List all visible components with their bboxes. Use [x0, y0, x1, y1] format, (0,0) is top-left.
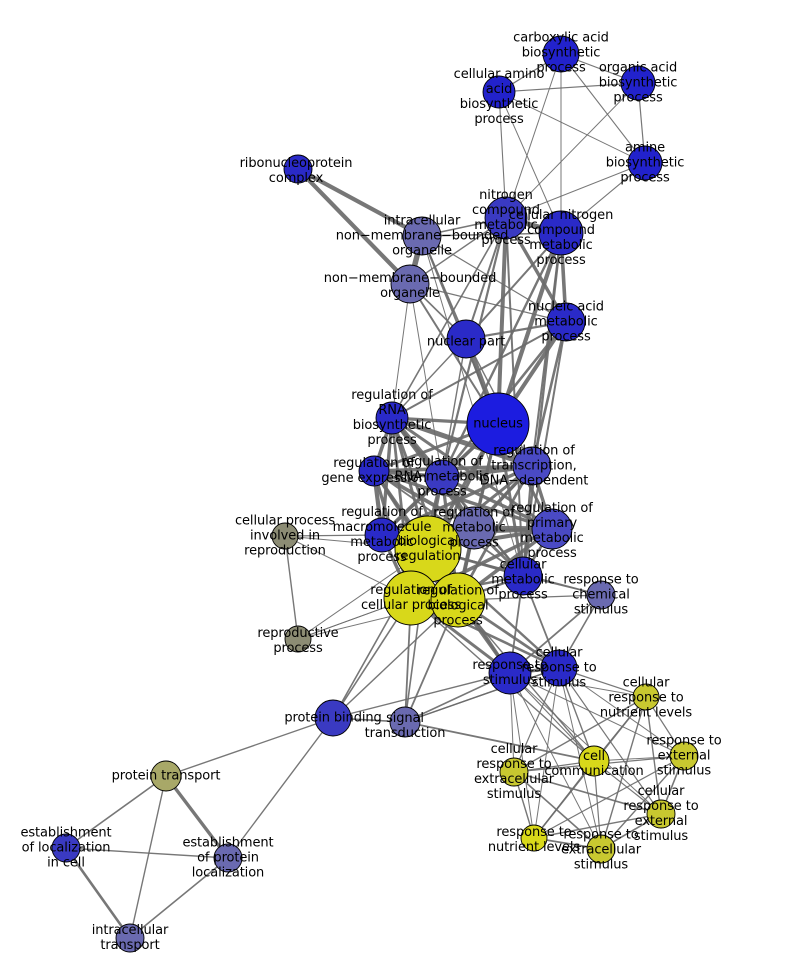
graph-edge: [513, 696, 647, 773]
graph-edge: [165, 717, 334, 777]
graph-node-regulation_of_cellular_process[interactable]: [383, 570, 439, 626]
graph-edge: [509, 672, 685, 757]
graph-node-regulation_of_transcription_dna_dependent[interactable]: [512, 446, 552, 486]
node-layer: [51, 35, 699, 953]
graph-edge: [509, 672, 602, 850]
graph-edge: [513, 667, 560, 773]
graph-edge: [600, 755, 685, 850]
graph-edge: [409, 283, 567, 323]
graph-edge: [498, 91, 646, 164]
graph-edge: [295, 166, 425, 239]
graph-edge: [533, 755, 685, 839]
graph-node-cell_communication[interactable]: [578, 745, 610, 777]
graph-node-intracellular_transport[interactable]: [115, 923, 145, 953]
graph-edge: [513, 771, 602, 850]
graph-edge: [498, 82, 639, 93]
graph-node-cellular_response_to_external_stimulus[interactable]: [646, 799, 676, 829]
graph-edge: [332, 672, 511, 719]
graph-edge: [421, 232, 562, 237]
graph-node-nucleus[interactable]: [466, 392, 530, 456]
graph-edge: [332, 599, 459, 719]
graph-edge: [404, 667, 560, 723]
graph-edge: [509, 672, 535, 839]
graph-edge: [530, 320, 568, 468]
graph-edge: [513, 771, 662, 815]
graph-edge: [496, 216, 508, 426]
graph-node-organic_acid_biosynthetic_process[interactable]: [620, 65, 656, 101]
graph-edge: [129, 775, 167, 939]
graph-edge: [645, 696, 662, 815]
graph-edge: [558, 667, 685, 757]
graph-node-cellular_response_to_nutrient_levels[interactable]: [632, 683, 660, 711]
graph-node-response_to_chemical_stimulus[interactable]: [586, 580, 616, 610]
edge-layer: [64, 53, 685, 940]
graph-node-cellular_amino_acid_biosynthetic_process[interactable]: [482, 75, 516, 109]
graph-node-nuclear_part[interactable]: [446, 319, 486, 359]
graph-node-non_membrane_bounded_organelle[interactable]: [390, 264, 430, 304]
graph-node-response_to_stimulus[interactable]: [488, 651, 532, 695]
graph-node-cellular_response_to_extracellular_stimulus[interactable]: [499, 757, 529, 787]
graph-edge: [505, 82, 639, 219]
graph-node-response_to_extracellular_stimulus[interactable]: [586, 834, 616, 864]
graph-edge: [533, 760, 595, 839]
graph-edge: [409, 283, 443, 478]
graph-edge: [421, 235, 567, 323]
graph-node-cellular_nitrogen_compound_metabolic_process[interactable]: [538, 210, 584, 256]
graph-node-response_to_nutrient_levels[interactable]: [520, 824, 548, 852]
graph-node-signal_transduction[interactable]: [389, 706, 421, 738]
graph-edge: [65, 775, 167, 849]
graph-node-cellular_metabolic_process[interactable]: [503, 556, 543, 596]
graph-node-cellular_response_to_stimulus[interactable]: [540, 649, 578, 687]
graph-node-regulation_of_primary_metabolic_process[interactable]: [531, 508, 573, 550]
graph-edge: [533, 813, 662, 839]
graph-node-protein_transport[interactable]: [150, 760, 182, 792]
graph-node-carboxylic_acid_biosynthetic_process[interactable]: [542, 35, 580, 73]
graph-edge: [164, 774, 230, 860]
graph-node-regulation_of_rna_biosynthetic_process[interactable]: [375, 401, 409, 435]
graph-edge: [560, 53, 646, 164]
graph-edge: [65, 847, 229, 859]
graph-edge: [227, 717, 334, 859]
graph-edge: [505, 162, 646, 219]
graph-node-protein_binding[interactable]: [314, 699, 352, 737]
graph-edge: [498, 91, 562, 234]
graph-node-regulation_of_rna_metabolic_process[interactable]: [424, 459, 460, 495]
graph-node-intracellular_non_membrane_bounded_organelle[interactable]: [402, 216, 442, 256]
graph-edge: [389, 415, 535, 469]
graph-edge: [391, 283, 411, 419]
graph-node-regulation_of_macromolecule_metabolic_process[interactable]: [364, 517, 400, 553]
graph-node-nitrogen_compound_metabolic_process[interactable]: [484, 196, 528, 240]
graph-edge: [372, 469, 554, 531]
graph-node-reproductive_process[interactable]: [284, 625, 312, 653]
graph-node-response_to_external_stimulus[interactable]: [669, 741, 699, 771]
graph-edge: [284, 535, 299, 640]
graph-node-establishment_of_localization_in_cell[interactable]: [51, 833, 81, 863]
graph-edge: [509, 672, 662, 815]
graph-edge: [404, 721, 595, 762]
graph-edge: [129, 857, 229, 939]
graph-edge: [465, 232, 562, 340]
graph-edge: [505, 53, 562, 219]
graph-node-amine_biosynthetic_process[interactable]: [627, 145, 663, 181]
graph-node-nucleic_acid_metabolic_process[interactable]: [546, 302, 586, 342]
graph-node-cellular_process_involved_in_reproduction[interactable]: [271, 522, 299, 550]
graph-edge: [64, 846, 132, 940]
graph-node-establishment_of_protein_localization[interactable]: [213, 843, 243, 873]
graph-node-regulation_of_gene_expression[interactable]: [358, 455, 390, 487]
graph-edge: [295, 166, 413, 287]
graph-node-regulation_of_biological_process[interactable]: [430, 572, 486, 628]
graph-node-ribonucleoprotein_complex[interactable]: [283, 154, 313, 184]
graph-edge: [391, 217, 507, 419]
